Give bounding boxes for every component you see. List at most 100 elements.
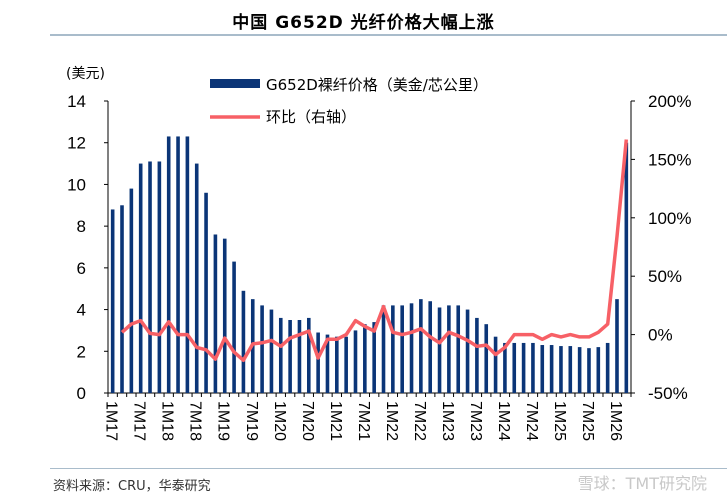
x-tick-label: 7M17 [131, 401, 148, 441]
x-tick-label: 1M23 [439, 401, 456, 441]
bar [456, 305, 461, 393]
bar [559, 346, 563, 393]
bar [587, 348, 591, 393]
x-tick-label: 7M22 [411, 401, 428, 441]
bar [512, 342, 517, 393]
bar [363, 324, 367, 393]
bar [475, 317, 479, 393]
bar [419, 299, 423, 393]
right-axis-tick-label: 200% [648, 92, 691, 111]
bar [260, 305, 264, 393]
watermark: 雪球：TMT研究院 [577, 474, 707, 493]
bar [465, 309, 470, 393]
bar [568, 346, 573, 393]
bar [400, 305, 404, 393]
x-tick-label: 1M17 [103, 401, 120, 441]
bar [409, 303, 414, 393]
x-tick-label: 1M26 [607, 401, 624, 441]
legend: G652D裸纤价格（美金/芯公里） 环比（右轴） [210, 76, 488, 126]
bar [344, 336, 348, 393]
source-note: 资料来源：CRU，华泰研究 [53, 479, 211, 494]
left-axis-tick-label: 6 [77, 259, 86, 278]
bar [503, 342, 507, 393]
bar [428, 301, 433, 393]
x-tick-label: 1M19 [215, 401, 232, 441]
x-tick-label: 7M21 [355, 401, 372, 441]
bar [549, 345, 554, 393]
bar [372, 322, 376, 393]
bar [194, 163, 199, 393]
x-tick-label: 1M20 [271, 401, 288, 441]
bar [129, 188, 134, 393]
bar [335, 336, 339, 393]
right-axis-tick-label: 50% [648, 267, 682, 286]
bar [540, 345, 545, 393]
bar [288, 320, 292, 393]
x-tick-label: 1M24 [495, 401, 512, 441]
bar [381, 305, 386, 393]
bar [577, 347, 582, 393]
left-axis-tick-label: 0 [77, 384, 86, 403]
left-axis-tick-label: 4 [77, 301, 86, 320]
bar [531, 342, 535, 393]
bar [148, 161, 152, 393]
bar [316, 332, 320, 393]
mom-line-series [120, 139, 629, 363]
bar [269, 309, 274, 393]
legend-bar-swatch [210, 79, 260, 88]
x-tick-label: 7M25 [579, 401, 596, 441]
title-divider [50, 34, 727, 36]
left-axis-unit-label: (美元) [66, 66, 105, 82]
bar [447, 305, 451, 393]
bar [138, 163, 143, 393]
bar [437, 307, 442, 393]
bar [605, 342, 610, 393]
legend-bar-label: G652D裸纤价格（美金/芯公里） [266, 76, 488, 94]
bar [157, 161, 162, 393]
x-tick-label: 7M18 [187, 401, 204, 441]
x-tick-labels: 1M17 7M17 1M18 7M18 1M19 7M19 1M20 7M20 1M21 7M21… [103, 401, 624, 441]
bar [241, 290, 246, 393]
chart: (美元) 0 2 4 6 8 10 12 14 -50% 0% 50% 100% 150% 200% 1M1… [66, 66, 691, 441]
bar-series [107, 136, 632, 397]
bar [521, 342, 526, 393]
right-axis-tick-label: -50% [648, 384, 688, 403]
legend-line-label: 环比（右轴） [266, 108, 356, 126]
x-tick-label: 7M24 [523, 401, 540, 441]
bar [624, 142, 629, 393]
bar [325, 334, 330, 393]
bar [110, 209, 115, 393]
bar [391, 305, 395, 393]
left-axis-tick-label: 2 [77, 342, 86, 361]
bar [222, 238, 227, 393]
bar [213, 234, 218, 393]
left-axis-tick-label: 8 [77, 217, 86, 236]
x-tick-label: 7M23 [467, 401, 484, 441]
x-tick-label: 7M20 [299, 401, 316, 441]
left-axis-tick-label: 14 [67, 92, 86, 111]
bar [204, 192, 208, 393]
bar [493, 336, 498, 393]
bar [176, 136, 180, 393]
bar [615, 299, 619, 393]
x-tick-label: 7M19 [243, 401, 260, 441]
bar [484, 324, 489, 393]
bar [297, 320, 302, 393]
x-tick-label: 1M22 [383, 401, 400, 441]
x-tick-label: 1M18 [159, 401, 176, 441]
footer-divider [50, 468, 727, 469]
x-tick-label: 1M21 [327, 401, 344, 441]
bar [596, 347, 601, 393]
bar [353, 330, 358, 393]
left-axis-tick-label: 10 [67, 175, 86, 194]
left-axis-tick-label: 12 [67, 134, 86, 153]
bar [306, 317, 311, 393]
bar [278, 317, 283, 393]
right-axis-tick-label: 0% [648, 326, 673, 345]
bar [185, 136, 190, 393]
bar [232, 261, 236, 393]
right-axis-tick-label: 100% [648, 209, 691, 228]
right-axis-tick-label: 150% [648, 150, 691, 169]
bar [120, 205, 124, 393]
x-tick-label: 1M25 [551, 401, 568, 441]
